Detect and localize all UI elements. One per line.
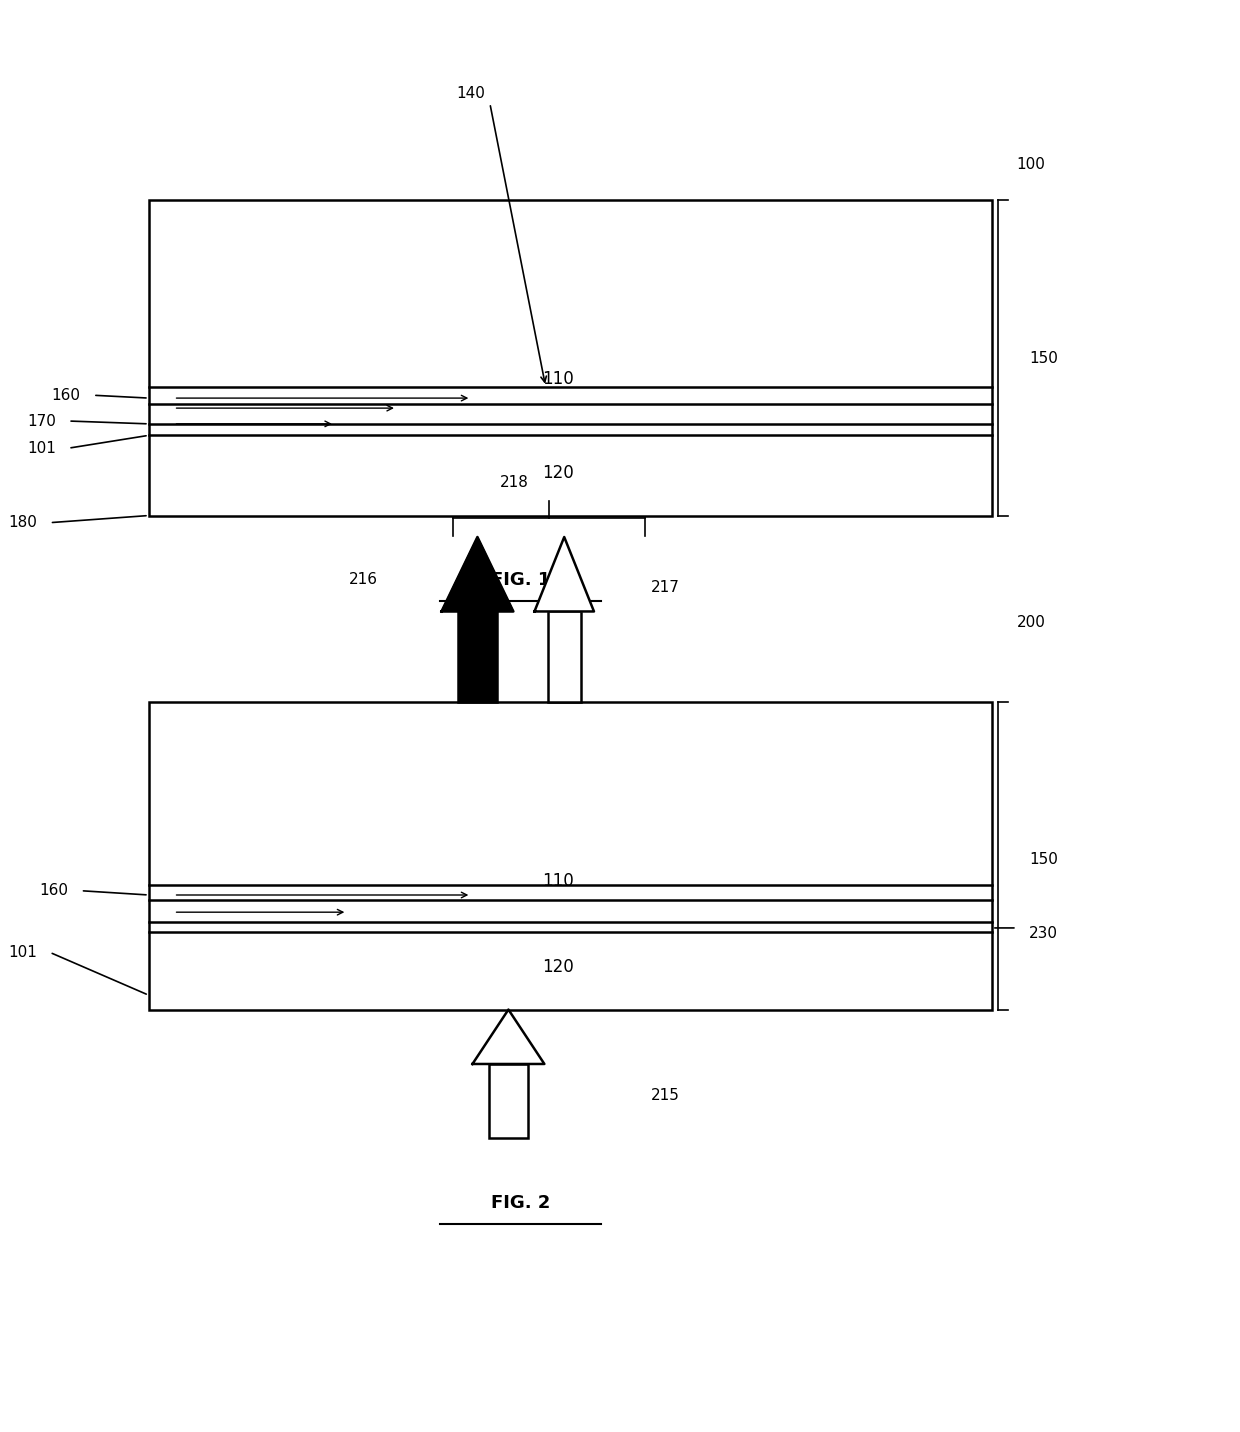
Bar xyxy=(489,1064,528,1138)
Text: 170: 170 xyxy=(27,414,56,428)
Text: 110: 110 xyxy=(542,872,574,889)
Text: 101: 101 xyxy=(9,945,37,959)
Text: FIG. 1: FIG. 1 xyxy=(491,571,551,589)
Text: 216: 216 xyxy=(350,573,378,587)
Polygon shape xyxy=(441,537,513,611)
Bar xyxy=(149,702,992,1010)
Text: FIG. 2: FIG. 2 xyxy=(491,1194,551,1211)
Bar xyxy=(458,611,497,702)
Text: 200: 200 xyxy=(1017,616,1045,630)
Polygon shape xyxy=(534,537,594,611)
Text: 101: 101 xyxy=(27,441,56,455)
Text: 120: 120 xyxy=(542,958,574,975)
Text: 120: 120 xyxy=(542,464,574,481)
Text: 110: 110 xyxy=(542,371,574,388)
Bar xyxy=(548,611,580,702)
Text: 140: 140 xyxy=(456,86,486,100)
Polygon shape xyxy=(472,1010,544,1064)
Text: 215: 215 xyxy=(651,1088,680,1103)
Text: 150: 150 xyxy=(1029,852,1058,866)
Text: 150: 150 xyxy=(1029,351,1058,365)
Text: 218: 218 xyxy=(500,475,529,490)
Text: 100: 100 xyxy=(1017,158,1045,172)
Text: 180: 180 xyxy=(9,516,37,530)
Text: 160: 160 xyxy=(40,884,68,898)
Text: 230: 230 xyxy=(1029,927,1058,941)
Bar xyxy=(149,200,992,516)
Text: 160: 160 xyxy=(52,388,81,402)
Text: 217: 217 xyxy=(651,580,680,594)
